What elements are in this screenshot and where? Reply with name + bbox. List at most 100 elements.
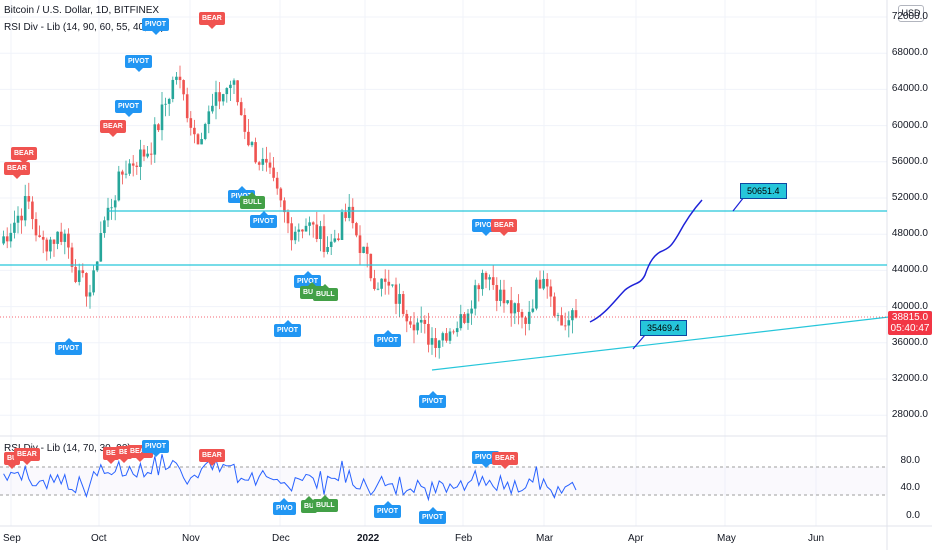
indicator-legend-main[interactable]: RSI Div - Lib (14, 90, 60, 55, 40, 15)	[4, 22, 165, 33]
candle-body	[405, 313, 409, 322]
candle-body	[257, 162, 261, 165]
indicator-legend-rsi[interactable]: RSI Div - Lib (14, 70, 30, 90)	[4, 443, 131, 454]
candle-body	[207, 111, 211, 125]
currency-button[interactable]: USD	[898, 5, 924, 22]
candle-body	[556, 315, 560, 317]
candle-body	[412, 324, 416, 331]
last-price-value: 38815.0	[891, 312, 929, 323]
bear-signal-label-rsi: BE	[103, 447, 119, 464]
target-callout-low[interactable]: 35469.4	[640, 320, 687, 336]
candle-body	[542, 278, 545, 289]
time-tick-label: Dec	[272, 533, 290, 544]
candle-body	[106, 207, 110, 221]
pivot-label-rsi: PIVOT	[374, 501, 402, 518]
candle-body	[520, 311, 524, 318]
candle-body	[23, 196, 27, 221]
candle-body	[247, 131, 250, 146]
candle-body	[85, 273, 88, 297]
candle-body	[16, 215, 20, 223]
candle-body	[52, 239, 56, 244]
price-tick-label: 60000.0	[891, 119, 928, 131]
candle-body	[232, 80, 236, 85]
candle-body	[221, 94, 225, 102]
candle-body	[337, 238, 340, 240]
candle-body	[268, 162, 272, 168]
candle-body	[567, 320, 571, 326]
candle-body	[153, 124, 157, 155]
candle-body	[56, 231, 59, 244]
candle-body	[27, 196, 31, 202]
price-tick-label: 40000.0	[891, 300, 928, 312]
bar-countdown: 05:40:47	[890, 323, 930, 334]
bear-signal-label-rsi: BEAR	[14, 448, 40, 465]
time-tick-label: 2022	[357, 533, 380, 544]
candle-body	[265, 158, 268, 163]
support-trendline[interactable]	[431, 311, 932, 371]
candle-body	[358, 235, 362, 253]
candle-body	[70, 247, 74, 267]
candle-body	[193, 127, 196, 135]
pivot-label: PIVOT	[374, 330, 402, 347]
candle-body	[103, 220, 106, 234]
candle-body	[347, 206, 351, 218]
candle-body	[146, 153, 149, 157]
candle-body	[326, 247, 329, 252]
candle-body	[99, 233, 103, 262]
candle-body	[49, 239, 52, 252]
price-tick-label: 72000.0	[891, 11, 928, 22]
candle-body	[182, 80, 185, 95]
candle-body	[214, 92, 218, 106]
candle-body	[477, 285, 481, 290]
bear-signal-label: BEAR	[4, 162, 30, 179]
candle-body	[59, 231, 63, 242]
candle-body	[229, 84, 232, 89]
candle-body	[239, 102, 243, 116]
candle-body	[34, 219, 38, 236]
candle-body	[63, 233, 67, 242]
candle-body	[311, 222, 315, 225]
candle-body	[178, 76, 182, 81]
rsi-tick-label: 0.0	[906, 510, 920, 521]
candle-body	[563, 325, 567, 327]
candle-body	[283, 200, 286, 213]
candle-body	[74, 266, 77, 282]
candle-body	[560, 315, 563, 326]
candle-body	[142, 149, 146, 157]
candle-body	[131, 163, 135, 166]
projection-path[interactable]	[589, 199, 703, 323]
candle-body	[513, 303, 517, 314]
candle-body	[135, 165, 139, 167]
candle-body	[315, 224, 319, 240]
candle-body	[391, 284, 394, 286]
price-tick-label: 28000.0	[891, 409, 928, 421]
candle-body	[139, 149, 142, 167]
candle-body	[38, 235, 41, 237]
callout-connector-low	[632, 334, 646, 350]
candle-body	[531, 308, 535, 312]
candle-body	[387, 281, 391, 286]
candle-body	[88, 292, 92, 297]
candle-body	[459, 314, 463, 329]
candle-body	[77, 270, 81, 282]
time-tick-label: Jun	[808, 533, 825, 544]
candle-body	[41, 236, 45, 240]
candle-body	[128, 163, 131, 174]
candle-body	[211, 105, 214, 112]
candle-body	[20, 215, 23, 221]
target-callout-high[interactable]: 50651.4	[740, 183, 787, 199]
pivot-label: PIVOT	[142, 18, 170, 35]
candle-body	[293, 231, 297, 241]
candle-body	[92, 270, 95, 293]
candle-body	[196, 134, 200, 145]
candle-body	[218, 92, 221, 102]
time-tick-label: Sep	[3, 533, 21, 544]
callout-connector-high	[732, 196, 745, 212]
candle-body	[434, 338, 437, 348]
candle-body	[571, 310, 574, 321]
candle-body	[430, 338, 434, 345]
candle-body	[517, 303, 520, 312]
symbol-legend[interactable]: Bitcoin / U.S. Dollar, 1D, BITFINEX	[4, 5, 160, 16]
candle-body	[373, 278, 376, 289]
candle-body	[5, 236, 9, 242]
